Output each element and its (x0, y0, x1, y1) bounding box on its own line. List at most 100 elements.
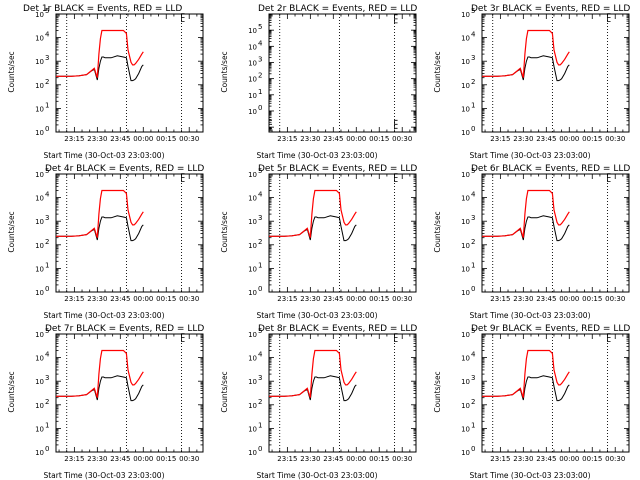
y-tick-exponent: 3 (258, 214, 262, 222)
x-tick-label: 00:15 (156, 135, 176, 143)
y-tick-exponent: 5 (45, 327, 49, 335)
x-tick-label: 23:15 (490, 295, 510, 303)
y-tick-exponent: 3 (45, 214, 49, 222)
det-9r-xlabel: Start Time (30-Oct-03 23:03:00) (469, 471, 590, 480)
det-3r-panel: Det 3r BLACK = Events, RED = LLD Start T… (426, 0, 639, 160)
y-tick-exponent: 1 (471, 101, 475, 109)
y-tick-label: 10 (248, 331, 257, 339)
y-tick-label: 10 (461, 35, 470, 43)
y-tick-exponent: 2 (258, 238, 262, 246)
x-tick-label: 23:45 (110, 135, 130, 143)
x-tick-label: 23:30 (300, 295, 320, 303)
x-tick-label: 00:30 (179, 135, 199, 143)
y-tick-exponent: 4 (258, 191, 263, 199)
y-tick-label: 10 (35, 242, 44, 250)
y-tick-label: 10 (248, 265, 257, 273)
y-tick-exponent: 5 (471, 327, 475, 335)
y-tick-exponent: 0 (45, 445, 49, 453)
y-tick-exponent: 4 (471, 351, 476, 359)
y-tick-exponent: 4 (258, 351, 263, 359)
det-7r-panel: Det 7r BLACK = Events, RED = LLD Start T… (0, 320, 213, 480)
y-tick-label: 10 (35, 105, 44, 113)
y-tick-exponent: 2 (471, 78, 475, 86)
x-tick-label: 23:15 (277, 455, 297, 463)
y-tick-exponent: 3 (258, 374, 262, 382)
y-tick-exponent: 5 (471, 7, 475, 15)
y-tick-label: 10 (248, 171, 257, 179)
y-tick-exponent: 4 (45, 191, 50, 199)
y-tick-exponent: 4 (471, 191, 476, 199)
y-tick-label: 10 (35, 129, 44, 137)
x-tick-label: 00:30 (392, 135, 412, 143)
y-tick-label: 10 (248, 402, 257, 410)
y-tick-label: 10 (35, 218, 44, 226)
bracket-marker (394, 119, 398, 129)
plot-frame (481, 173, 630, 293)
y-tick-exponent: 5 (45, 7, 49, 15)
y-tick-label: 10 (461, 402, 470, 410)
det-5r-ylabel: Counts/sec (220, 211, 229, 252)
x-tick-label: 23:15 (490, 135, 510, 143)
bracket-marker (181, 173, 185, 183)
x-tick-label: 00:30 (605, 295, 625, 303)
det-2r-title: Det 2r BLACK = Events, RED = LLD (258, 4, 417, 14)
y-tick-label: 10 (461, 378, 470, 386)
x-tick-label: 23:45 (323, 455, 343, 463)
plot-frame (55, 173, 204, 293)
x-tick-label: 00:00 (346, 135, 366, 143)
y-tick-label: 10 (461, 58, 470, 66)
x-tick-label: 23:45 (536, 455, 556, 463)
y-tick-label: 10 (248, 43, 257, 51)
y-tick-exponent: 5 (258, 23, 262, 31)
y-tick-label: 10 (35, 402, 44, 410)
bracket-marker (394, 14, 398, 24)
x-tick-label: 00:00 (346, 455, 366, 463)
bracket-marker (394, 173, 398, 183)
y-tick-exponent: 0 (45, 125, 49, 133)
det-3r-chart: Det 3r BLACK = Events, RED = LLD Start T… (433, 4, 630, 160)
y-tick-exponent: 3 (258, 55, 262, 63)
y-tick-exponent: 2 (471, 398, 475, 406)
x-tick-label: 00:15 (369, 295, 389, 303)
det-6r-title: Det 6r BLACK = Events, RED = LLD (471, 164, 630, 174)
y-tick-exponent: 0 (471, 285, 475, 293)
y-tick-exponent: 4 (45, 351, 50, 359)
plot-frame (268, 173, 417, 293)
det-1r-title: Det 1r BLACK = Events, RED = LLD (23, 4, 182, 14)
x-tick-label: 00:00 (559, 295, 579, 303)
det-6r-ylabel: Counts/sec (433, 211, 442, 252)
y-tick-label: 10 (35, 449, 44, 457)
y-tick-label: 10 (35, 355, 44, 363)
x-tick-label: 23:45 (536, 135, 556, 143)
x-tick-label: 23:30 (87, 135, 107, 143)
y-tick-label: 10 (461, 195, 470, 203)
y-tick-exponent: 0 (45, 285, 49, 293)
plot-frame (55, 333, 204, 453)
x-tick-label: 00:00 (559, 135, 579, 143)
y-tick-exponent: 3 (471, 54, 475, 62)
y-tick-label: 10 (248, 449, 257, 457)
y-tick-label: 10 (35, 195, 44, 203)
det-4r-ylabel: Counts/sec (7, 211, 16, 252)
y-tick-label: 10 (461, 331, 470, 339)
det-9r-title: Det 9r BLACK = Events, RED = LLD (471, 324, 630, 334)
y-tick-label: 10 (248, 27, 257, 35)
y-tick-exponent: 3 (471, 214, 475, 222)
y-tick-label: 10 (248, 59, 257, 67)
y-tick-exponent: 5 (258, 327, 262, 335)
y-tick-label: 10 (248, 218, 257, 226)
x-tick-label: 23:30 (513, 135, 533, 143)
bracket-marker (181, 333, 185, 343)
x-tick-label: 00:00 (133, 135, 153, 143)
det-3r-ylabel: Counts/sec (433, 51, 442, 92)
x-tick-label: 23:15 (64, 455, 84, 463)
y-tick-exponent: 0 (471, 445, 475, 453)
y-tick-label: 10 (248, 289, 257, 297)
y-tick-label: 10 (461, 425, 470, 433)
det-9r-ylabel: Counts/sec (433, 371, 442, 412)
x-tick-label: 23:15 (490, 455, 510, 463)
y-tick-exponent: 1 (45, 421, 49, 429)
det-2r-xlabel: Start Time (30-Oct-03 23:03:00) (256, 151, 377, 160)
det-1r-chart: Det 1r BLACK = Events, RED = LLD Start T… (7, 4, 204, 160)
x-tick-label: 00:00 (559, 455, 579, 463)
